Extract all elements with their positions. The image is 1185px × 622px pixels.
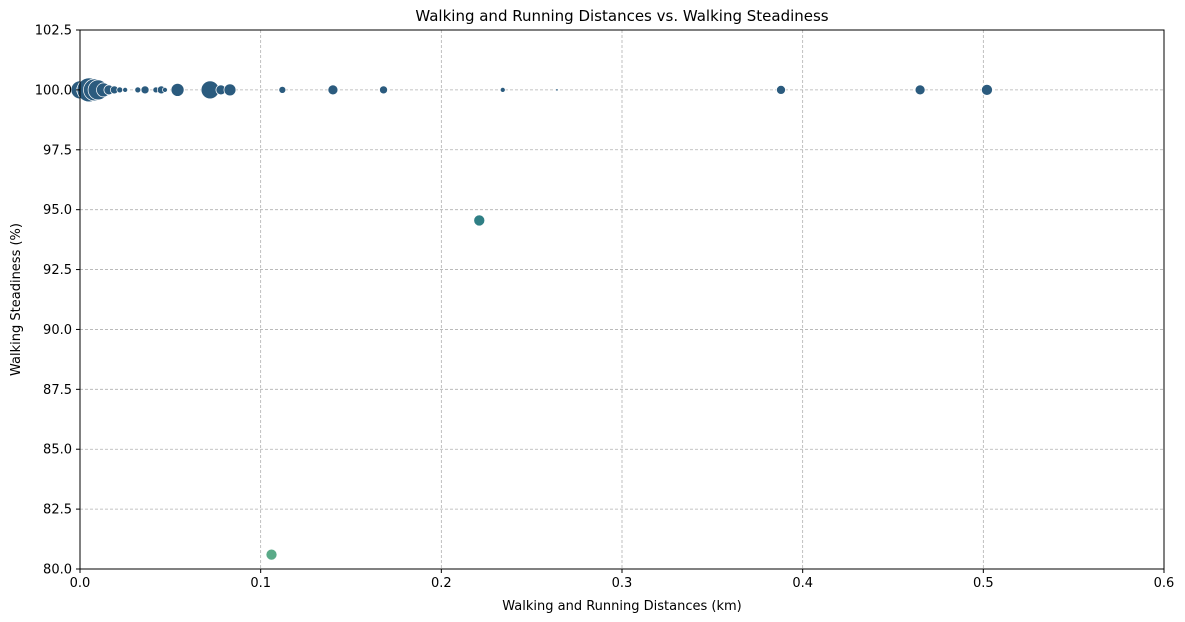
y-tick-label: 82.5 bbox=[43, 503, 72, 518]
grid bbox=[79, 29, 1165, 570]
data-point bbox=[170, 83, 185, 97]
data-point bbox=[499, 87, 506, 93]
x-tick-label: 0.2 bbox=[431, 576, 452, 591]
data-point bbox=[140, 85, 150, 95]
y-tick-label: 102.5 bbox=[35, 24, 72, 39]
y-tick-label: 87.5 bbox=[43, 383, 72, 398]
data-point bbox=[555, 88, 559, 92]
data-point bbox=[379, 85, 388, 95]
data-point bbox=[327, 84, 339, 96]
data-point bbox=[134, 86, 142, 94]
data-point bbox=[473, 214, 486, 227]
x-tick-label: 0.6 bbox=[1154, 576, 1175, 591]
y-tick-label: 97.5 bbox=[43, 143, 72, 158]
x-tick-label: 0.0 bbox=[70, 576, 91, 591]
chart-title: Walking and Running Distances vs. Walkin… bbox=[415, 7, 828, 25]
data-points bbox=[70, 77, 993, 561]
data-point bbox=[116, 86, 124, 94]
y-tick-label: 100.0 bbox=[35, 83, 72, 98]
data-point bbox=[265, 548, 278, 561]
y-tick-label: 90.0 bbox=[43, 323, 72, 338]
x-tick-label: 0.1 bbox=[250, 576, 271, 591]
data-point bbox=[914, 84, 926, 96]
x-tick-label: 0.3 bbox=[612, 576, 633, 591]
y-axis-ticks: 80.0 82.5 85.0 87.5 90.0 92.5 95.0 97.5 100.0 102… bbox=[35, 24, 80, 578]
y-tick-label: 85.0 bbox=[43, 443, 72, 458]
data-point bbox=[981, 84, 993, 96]
data-point bbox=[278, 86, 287, 94]
x-axis-ticks: 0.0 0.1 0.2 0.3 0.4 0.5 0.6 bbox=[70, 569, 1175, 591]
y-tick-label: 95.0 bbox=[43, 203, 72, 218]
data-point bbox=[223, 83, 237, 97]
x-tick-label: 0.4 bbox=[792, 576, 813, 591]
data-point bbox=[162, 87, 168, 93]
data-point bbox=[122, 87, 129, 93]
x-tick-label: 0.5 bbox=[973, 576, 994, 591]
data-point bbox=[776, 85, 786, 95]
y-tick-label: 92.5 bbox=[43, 263, 72, 278]
y-tick-label: 80.0 bbox=[43, 563, 72, 578]
x-axis-label: Walking and Running Distances (km) bbox=[502, 599, 741, 614]
y-axis-label: Walking Steadiness (%) bbox=[9, 223, 24, 376]
